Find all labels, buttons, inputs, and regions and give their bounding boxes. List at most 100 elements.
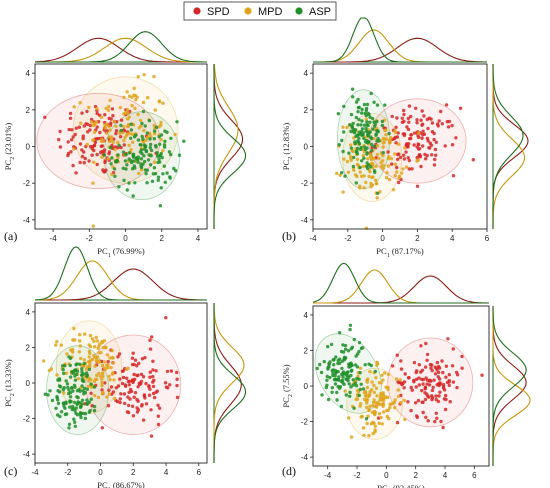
data-point-spd xyxy=(126,379,131,384)
data-point-spd xyxy=(414,106,418,111)
data-point-asp xyxy=(326,397,331,402)
data-point-spd xyxy=(426,139,430,143)
data-point-mpd xyxy=(387,177,392,182)
data-point-spd xyxy=(406,400,410,404)
data-point-mpd xyxy=(69,348,73,352)
top-density-mpd xyxy=(313,269,489,304)
data-point-asp xyxy=(371,127,375,131)
data-point-spd xyxy=(425,154,429,158)
data-point-asp xyxy=(335,398,339,402)
data-point-mpd xyxy=(107,392,112,396)
data-point-asp xyxy=(368,120,372,125)
data-point-asp xyxy=(113,174,117,178)
data-point-mpd xyxy=(173,132,177,137)
data-point-mpd xyxy=(415,159,419,163)
data-point-mpd xyxy=(346,170,351,174)
data-point-asp xyxy=(61,368,65,372)
data-point-mpd xyxy=(341,125,345,129)
data-point-spd xyxy=(111,114,115,118)
data-point-spd xyxy=(125,376,129,380)
data-point-mpd xyxy=(387,416,391,421)
x-tick-label: 6 xyxy=(472,471,477,480)
data-point-mpd xyxy=(72,147,76,151)
data-point-spd xyxy=(427,116,431,120)
data-point-asp xyxy=(131,194,135,198)
data-point-spd xyxy=(417,363,421,367)
data-point-asp xyxy=(356,97,360,102)
data-point-mpd xyxy=(95,339,100,343)
data-point-asp xyxy=(348,323,353,327)
data-point-asp xyxy=(340,171,344,175)
data-point-spd xyxy=(107,116,111,121)
data-point-spd xyxy=(126,403,131,408)
data-point-mpd xyxy=(153,160,157,164)
data-point-spd xyxy=(66,140,70,144)
y-tick-label: 0 xyxy=(26,143,31,152)
data-point-asp xyxy=(165,171,169,175)
data-point-mpd xyxy=(91,181,95,185)
data-point-asp xyxy=(375,103,380,107)
data-point-asp xyxy=(182,139,186,143)
data-point-spd xyxy=(96,136,100,141)
y-tick-label: 2 xyxy=(26,106,31,115)
data-point-spd xyxy=(434,140,438,144)
data-point-mpd xyxy=(118,131,122,135)
data-point-mpd xyxy=(90,337,95,341)
data-point-mpd xyxy=(159,123,163,127)
data-point-spd xyxy=(430,153,434,157)
data-point-spd xyxy=(133,358,138,362)
data-point-asp xyxy=(68,405,72,409)
data-point-asp xyxy=(177,153,182,157)
data-point-spd xyxy=(433,147,438,152)
data-point-spd xyxy=(407,158,411,163)
data-point-spd xyxy=(412,131,417,135)
data-point-asp xyxy=(331,368,335,372)
data-point-spd xyxy=(420,136,424,140)
data-point-spd xyxy=(95,152,99,157)
data-point-spd xyxy=(412,143,416,147)
data-point-spd xyxy=(451,380,456,384)
data-point-spd xyxy=(130,404,135,408)
data-point-spd xyxy=(150,335,154,339)
data-point-asp xyxy=(108,145,113,150)
data-point-mpd xyxy=(396,394,401,399)
data-point-mpd xyxy=(359,174,364,178)
data-point-spd xyxy=(68,116,73,121)
data-point-mpd xyxy=(367,408,371,413)
y-tick-label: -4 xyxy=(301,216,309,225)
data-point-spd xyxy=(88,123,93,128)
data-point-asp xyxy=(359,382,363,386)
data-point-spd xyxy=(152,378,156,382)
x-tick-label: 2 xyxy=(415,234,420,243)
data-point-mpd xyxy=(130,103,134,108)
data-point-mpd xyxy=(116,140,120,145)
data-point-asp xyxy=(109,162,113,166)
data-point-mpd xyxy=(393,152,397,156)
data-point-spd xyxy=(69,150,73,154)
data-point-mpd xyxy=(384,133,388,137)
data-point-asp xyxy=(85,387,90,391)
data-point-mpd xyxy=(361,153,365,158)
data-point-asp xyxy=(356,106,361,110)
data-point-spd xyxy=(137,382,142,387)
data-point-spd xyxy=(154,369,158,373)
data-point-mpd xyxy=(107,124,111,129)
data-point-mpd xyxy=(79,121,83,125)
data-point-asp xyxy=(318,362,322,367)
data-point-asp xyxy=(358,165,362,170)
data-point-mpd xyxy=(137,171,141,176)
data-point-asp xyxy=(136,160,140,164)
data-point-mpd xyxy=(87,343,91,347)
data-point-asp xyxy=(74,363,78,367)
data-point-spd xyxy=(135,397,139,402)
data-point-asp xyxy=(326,344,330,349)
data-point-asp xyxy=(154,143,158,148)
data-point-spd xyxy=(89,391,93,395)
data-point-asp xyxy=(353,142,358,146)
data-point-mpd xyxy=(380,373,384,377)
data-point-spd xyxy=(85,122,90,127)
data-point-spd xyxy=(151,374,155,379)
data-point-asp xyxy=(119,123,123,128)
data-point-mpd xyxy=(380,392,384,396)
